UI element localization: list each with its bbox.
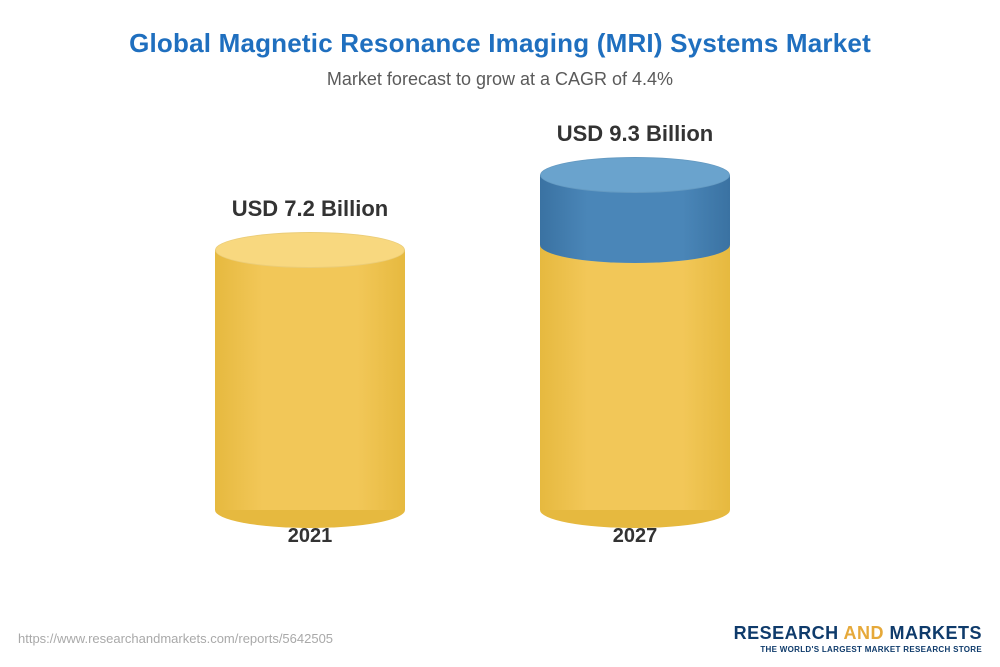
page-title: Global Magnetic Resonance Imaging (MRI) … [0, 0, 1000, 59]
logo-word-1: RESEARCH [734, 623, 839, 643]
bar-2027-body [540, 175, 730, 510]
page-subtitle: Market forecast to grow at a CAGR of 4.4… [0, 69, 1000, 90]
logo-word-3: MARKETS [890, 623, 983, 643]
logo-text: RESEARCH AND MARKETS [734, 623, 982, 644]
source-url: https://www.researchandmarkets.com/repor… [18, 631, 333, 646]
logo-word-2: AND [843, 623, 884, 643]
brand-logo: RESEARCH AND MARKETS THE WORLD'S LARGEST… [734, 623, 982, 654]
logo-tagline: THE WORLD'S LARGEST MARKET RESEARCH STOR… [734, 645, 982, 654]
footer: https://www.researchandmarkets.com/repor… [0, 619, 1000, 667]
bar-2027-year: 2027 [540, 525, 730, 548]
bar-2021-year: 2021 [215, 525, 405, 548]
bar-2021-value: USD 7.2 Billion [215, 196, 405, 222]
bar-2021-body [215, 250, 405, 510]
bar-2027-value: USD 9.3 Billion [540, 121, 730, 147]
cylinder-chart: USD 7.2 Billion 2021 USD 9.3 Billion 202… [0, 100, 1000, 560]
